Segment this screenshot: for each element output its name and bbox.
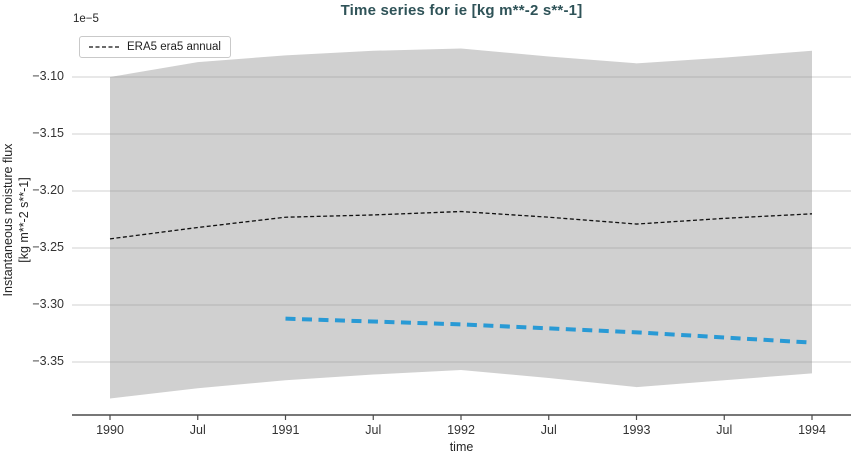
y-axis-offset-label: 1e−5 [73, 13, 99, 25]
uncertainty-band [110, 48, 812, 399]
x-tick-label: 1992 [447, 423, 475, 437]
y-axis-label-line1: Instantaneous moisture flux [1, 143, 15, 297]
x-tick-label: Jul [716, 423, 733, 437]
y-tick-label: −3.30 [32, 297, 64, 311]
x-tick-label: Jul [540, 423, 557, 437]
y-axis-label: Instantaneous moisture flux [kg m**-2 s*… [0, 40, 34, 400]
x-tick-label: 1993 [622, 423, 651, 437]
x-tick-label: 1994 [798, 423, 826, 437]
era5-dashed-line-sample [89, 46, 119, 48]
y-tick-label: −3.35 [32, 354, 64, 368]
y-tick-label: −3.20 [32, 183, 64, 197]
x-tick-label: 1991 [271, 423, 300, 437]
y-tick-label: −3.10 [32, 69, 64, 83]
legend: ERA5 era5 annual [79, 36, 231, 58]
y-tick-label: −3.15 [32, 126, 64, 140]
legend-label: ERA5 era5 annual [127, 41, 221, 53]
x-tick-label: Jul [189, 423, 206, 437]
y-tick-label: −3.25 [32, 240, 64, 254]
x-axis-label: time [449, 440, 474, 454]
x-tick-label: 1990 [96, 423, 124, 437]
blue-dashed-line [285, 316, 813, 345]
era5-annual-line [109, 210, 813, 240]
chart-title: Time series for ie [kg m**-2 s**-1] [340, 2, 583, 19]
y-axis-label-line2: [kg m**-2 s**-1] [17, 177, 31, 263]
x-tick-label: Jul [365, 423, 382, 437]
